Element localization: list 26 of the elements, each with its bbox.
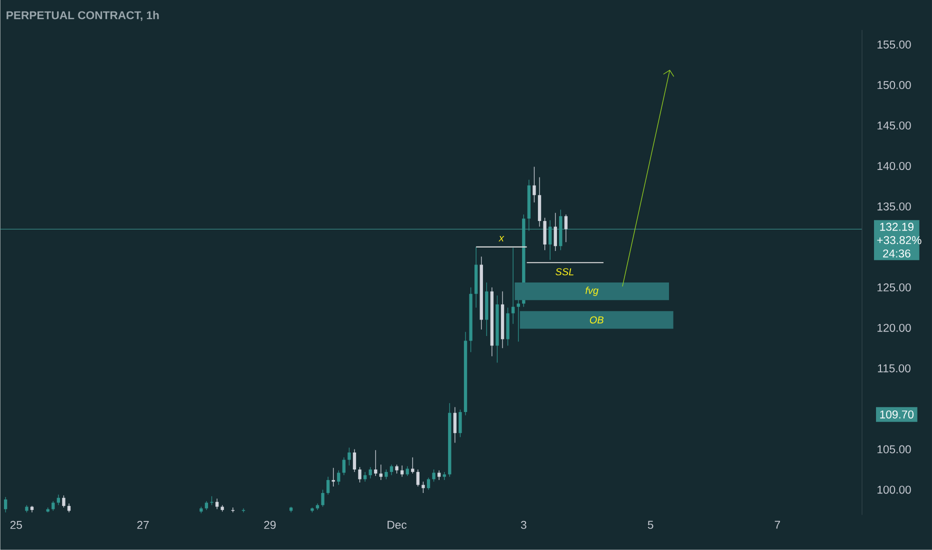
y-tick-label: 145.00 [878, 122, 911, 130]
x-tick-label: 29 [264, 520, 276, 529]
y-tick-label: 135.00 [878, 202, 911, 211]
annotation: OB [590, 316, 604, 324]
y-tick-label: 150.00 [878, 81, 911, 90]
x-tick-label: 5 [648, 520, 654, 529]
chart-title: PERPETUAL CONTRACT, 1h [6, 10, 159, 21]
y-tick-label: 120.00 [878, 324, 911, 332]
ref-line-label: SSL [556, 268, 574, 276]
y-tick-label: 115.00 [878, 364, 910, 372]
text: 24:36 [883, 250, 910, 258]
y-tick-label: 125.00 [878, 283, 911, 292]
x-tick-label: 27 [137, 520, 149, 529]
x-tick-label: Dec [388, 520, 407, 529]
x-tick-label: 7 [774, 520, 780, 529]
x-tick-label: 3 [520, 520, 526, 529]
text: 109.70 [880, 410, 914, 419]
text: +33.82% [877, 236, 922, 244]
x-tick-label: 25 [10, 520, 22, 529]
y-tick-label: 100.00 [878, 486, 911, 494]
annotation: x [498, 236, 504, 242]
annotation: fvg [586, 286, 598, 296]
y-tick-label: 140.00 [878, 162, 911, 170]
y-tick-label: 155.00 [878, 40, 911, 49]
y-tick-label: 105.00 [878, 445, 911, 454]
ref-line-label: 132.19 [880, 222, 914, 231]
